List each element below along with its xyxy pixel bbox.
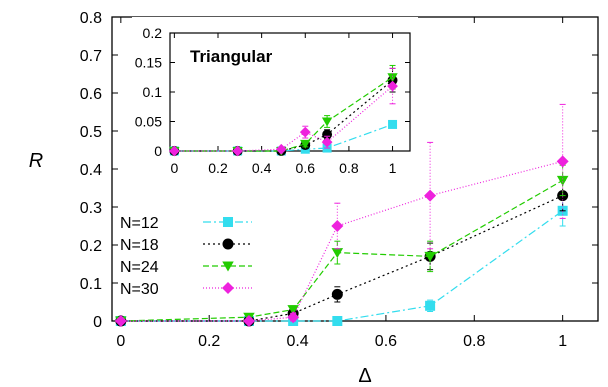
inset-data-point bbox=[387, 73, 398, 83]
main-data-point bbox=[425, 300, 436, 311]
inset-y-tick-label: 0.15 bbox=[135, 55, 162, 71]
main-y-tick-label: 0.6 bbox=[80, 86, 102, 103]
main-x-tick-label: 0.6 bbox=[375, 333, 397, 350]
inset-x-tick-label: 0.4 bbox=[252, 160, 272, 176]
main-x-tick-label: 0.2 bbox=[198, 333, 220, 350]
inset-y-tick-label: 0.05 bbox=[135, 114, 162, 130]
main-x-tick-label: 0.4 bbox=[286, 333, 308, 350]
inset-ticks: 0 0.2 0.4 0.6 0.8 1 0 0.05 0.1 0.15 0.2 bbox=[135, 25, 410, 176]
inset-data-point bbox=[299, 126, 311, 138]
main-data-point bbox=[424, 251, 436, 262]
main-y-tick-label: 0.5 bbox=[80, 124, 102, 141]
inset-series-line-0 bbox=[174, 123, 393, 152]
inset-x-tick-label: 0.8 bbox=[339, 160, 359, 176]
y-axis-label: R bbox=[29, 150, 43, 172]
main-series-line-0 bbox=[120, 210, 564, 322]
legend-label: N=18 bbox=[120, 237, 159, 254]
inset-data-point bbox=[232, 145, 244, 157]
legend-marker bbox=[222, 282, 234, 294]
main-data-point bbox=[114, 315, 127, 327]
main-data-point bbox=[331, 220, 344, 232]
inset-data-point bbox=[168, 145, 180, 157]
inset-plot: 0 0.2 0.4 0.6 0.8 1 0 0.05 0.1 0.15 0.2 Triangular bbox=[132, 17, 418, 185]
main-plot: 0 0.2 0.4 0.6 0.8 100.10.20.30.40.50.60.70.8 … bbox=[29, 10, 599, 387]
legend-marker bbox=[222, 238, 234, 250]
inset-y-tick-label: 0.1 bbox=[143, 84, 163, 100]
main-y-tick-label: 0.2 bbox=[80, 238, 102, 255]
inset-y-tick-label: 0.2 bbox=[143, 25, 163, 41]
inset-title: Triangular bbox=[190, 47, 273, 66]
main-y-tick-label: 0.7 bbox=[80, 48, 102, 65]
inset-x-tick-label: 1 bbox=[389, 160, 397, 176]
main-y-tick-label: 0.1 bbox=[80, 276, 102, 293]
inset-data-point bbox=[388, 119, 398, 129]
inset-series-line-2 bbox=[174, 76, 393, 152]
legend-marker bbox=[223, 217, 233, 227]
main-data-point bbox=[424, 189, 437, 202]
legend: N=12 N=18 N=24 N=30 bbox=[120, 215, 252, 298]
legend-label: N=12 bbox=[120, 215, 159, 232]
main-data-point bbox=[287, 305, 299, 316]
inset-data-point bbox=[300, 139, 311, 149]
inset-series bbox=[168, 64, 398, 157]
main-x-tick-label: 0.8 bbox=[463, 333, 485, 350]
inset-data-point bbox=[275, 143, 287, 155]
inset-x-tick-label: 0.6 bbox=[296, 160, 316, 176]
main-data-point bbox=[556, 175, 569, 186]
main-y-tick-label: 0 bbox=[93, 314, 102, 331]
inset-x-tick-label: 0.2 bbox=[208, 160, 228, 176]
main-series-line-2 bbox=[120, 179, 563, 322]
main-x-tick-label: 0 bbox=[116, 333, 125, 350]
legend-label: N=30 bbox=[120, 281, 159, 298]
main-ticks: 0 0.2 0.4 0.6 0.8 1 0 0.1 0.2 0.3 0.4 0.5 0.6 0.7 0.8 bbox=[80, 10, 598, 350]
inset-x-tick-label: 0 bbox=[170, 160, 178, 176]
inset-data-point bbox=[387, 80, 398, 92]
main-data-point bbox=[242, 315, 255, 327]
inset-data-point bbox=[321, 136, 333, 148]
main-data-point bbox=[556, 155, 569, 168]
inset-y-tick-label: 0 bbox=[154, 143, 162, 159]
main-y-tick-label: 0.8 bbox=[80, 10, 102, 27]
main-data-point bbox=[287, 311, 300, 324]
main-y-tick-label: 0.4 bbox=[80, 162, 102, 179]
inset-data-point bbox=[322, 129, 333, 140]
x-axis-label: Δ bbox=[358, 365, 371, 387]
main-series bbox=[114, 103, 569, 327]
main-series-line-1 bbox=[120, 195, 563, 322]
main-x-tick-label: 1 bbox=[558, 333, 567, 350]
inset-data-point bbox=[321, 117, 333, 127]
inset-series-line-1 bbox=[174, 79, 393, 152]
main-data-point bbox=[331, 288, 343, 300]
legend-marker bbox=[222, 261, 234, 272]
main-data-point bbox=[332, 316, 343, 326]
inset-series-line-3 bbox=[174, 85, 393, 152]
main-y-tick-label: 0.3 bbox=[80, 200, 102, 217]
legend-label: N=24 bbox=[120, 259, 159, 276]
main-data-point bbox=[331, 248, 344, 259]
inset-background bbox=[132, 17, 418, 185]
